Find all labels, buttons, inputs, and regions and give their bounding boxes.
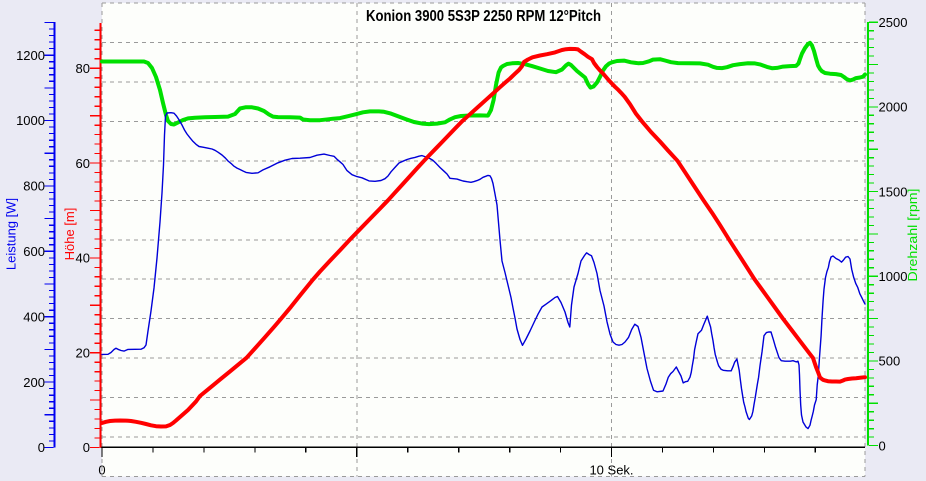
svg-text:Leistung [W]: Leistung [W] bbox=[4, 198, 19, 270]
svg-text:0: 0 bbox=[98, 463, 105, 478]
svg-text:1500: 1500 bbox=[879, 184, 908, 199]
svg-text:1000: 1000 bbox=[879, 269, 908, 284]
svg-text:Konion 3900 5S3P 2250 RPM 12°P: Konion 3900 5S3P 2250 RPM 12°Pitch bbox=[366, 8, 601, 25]
svg-text:400: 400 bbox=[23, 309, 45, 324]
svg-text:10 Sek.: 10 Sek. bbox=[589, 463, 633, 478]
svg-text:1000: 1000 bbox=[16, 113, 45, 128]
svg-text:Drehzahl [rpm]: Drehzahl [rpm] bbox=[905, 189, 920, 282]
svg-text:200: 200 bbox=[23, 375, 45, 390]
svg-text:0: 0 bbox=[879, 438, 886, 453]
svg-text:60: 60 bbox=[76, 156, 90, 171]
svg-text:2500: 2500 bbox=[879, 15, 908, 30]
svg-text:Höhe [m]: Höhe [m] bbox=[62, 208, 77, 261]
svg-text:600: 600 bbox=[23, 244, 45, 259]
svg-text:500: 500 bbox=[879, 354, 901, 369]
svg-text:0: 0 bbox=[38, 440, 45, 455]
svg-text:80: 80 bbox=[76, 61, 90, 76]
svg-text:800: 800 bbox=[23, 179, 45, 194]
svg-text:20: 20 bbox=[76, 345, 90, 360]
svg-text:2000: 2000 bbox=[879, 100, 908, 115]
svg-text:40: 40 bbox=[76, 251, 90, 266]
svg-text:1200: 1200 bbox=[16, 48, 45, 63]
svg-text:0: 0 bbox=[83, 440, 90, 455]
